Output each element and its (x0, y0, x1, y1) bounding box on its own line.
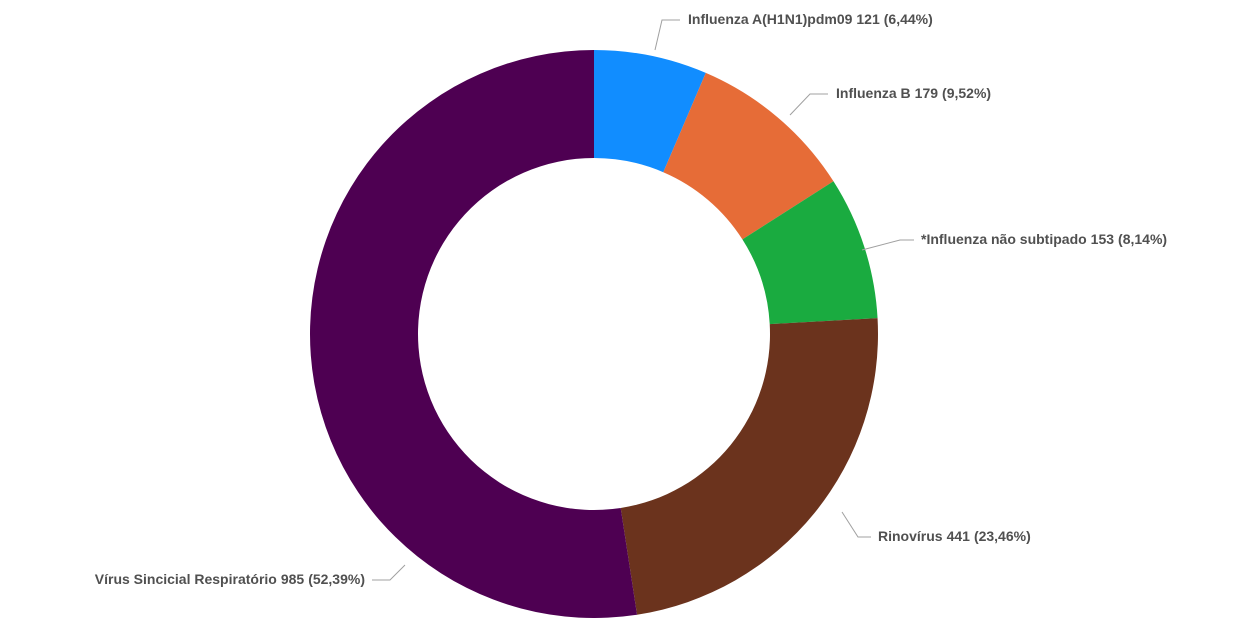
donut-slice (309, 50, 638, 618)
data-label: Vírus Sincicial Respiratório 985 (52,39%) (95, 571, 365, 587)
donut-slice (742, 181, 878, 325)
data-label: *Influenza não subtipado 153 (8,14%) (921, 231, 1167, 247)
label-percentage: (8,14%) (1118, 231, 1167, 247)
label-category: *Influenza não subtipado (921, 231, 1087, 247)
label-percentage: (23,46%) (974, 528, 1031, 544)
leader-line (789, 93, 828, 116)
leader-line (654, 19, 680, 51)
data-label: Rinovírus 441 (23,46%) (878, 528, 1031, 544)
label-category: Influenza B (836, 85, 911, 101)
label-percentage: (52,39%) (308, 571, 365, 587)
data-label: Influenza A(H1N1)pdm09 121 (6,44%) (688, 11, 933, 27)
label-value: 179 (915, 85, 939, 101)
label-value: 153 (1091, 231, 1115, 247)
label-value: 441 (947, 528, 971, 544)
label-percentage: (9,52%) (942, 85, 991, 101)
donut-slice (594, 50, 706, 173)
label-category: Rinovírus (878, 528, 943, 544)
donut-slice (620, 318, 878, 615)
leader-line (861, 239, 914, 251)
label-category: Influenza A(H1N1)pdm09 (688, 11, 853, 27)
data-label: Influenza B 179 (9,52%) (836, 85, 991, 101)
label-value: 121 (856, 11, 880, 27)
leader-line (841, 511, 871, 538)
label-percentage: (6,44%) (884, 11, 933, 27)
leader-line (372, 564, 406, 581)
label-value: 985 (281, 571, 305, 587)
label-category: Vírus Sincicial Respiratório (95, 571, 277, 587)
donut-slice (663, 72, 834, 240)
